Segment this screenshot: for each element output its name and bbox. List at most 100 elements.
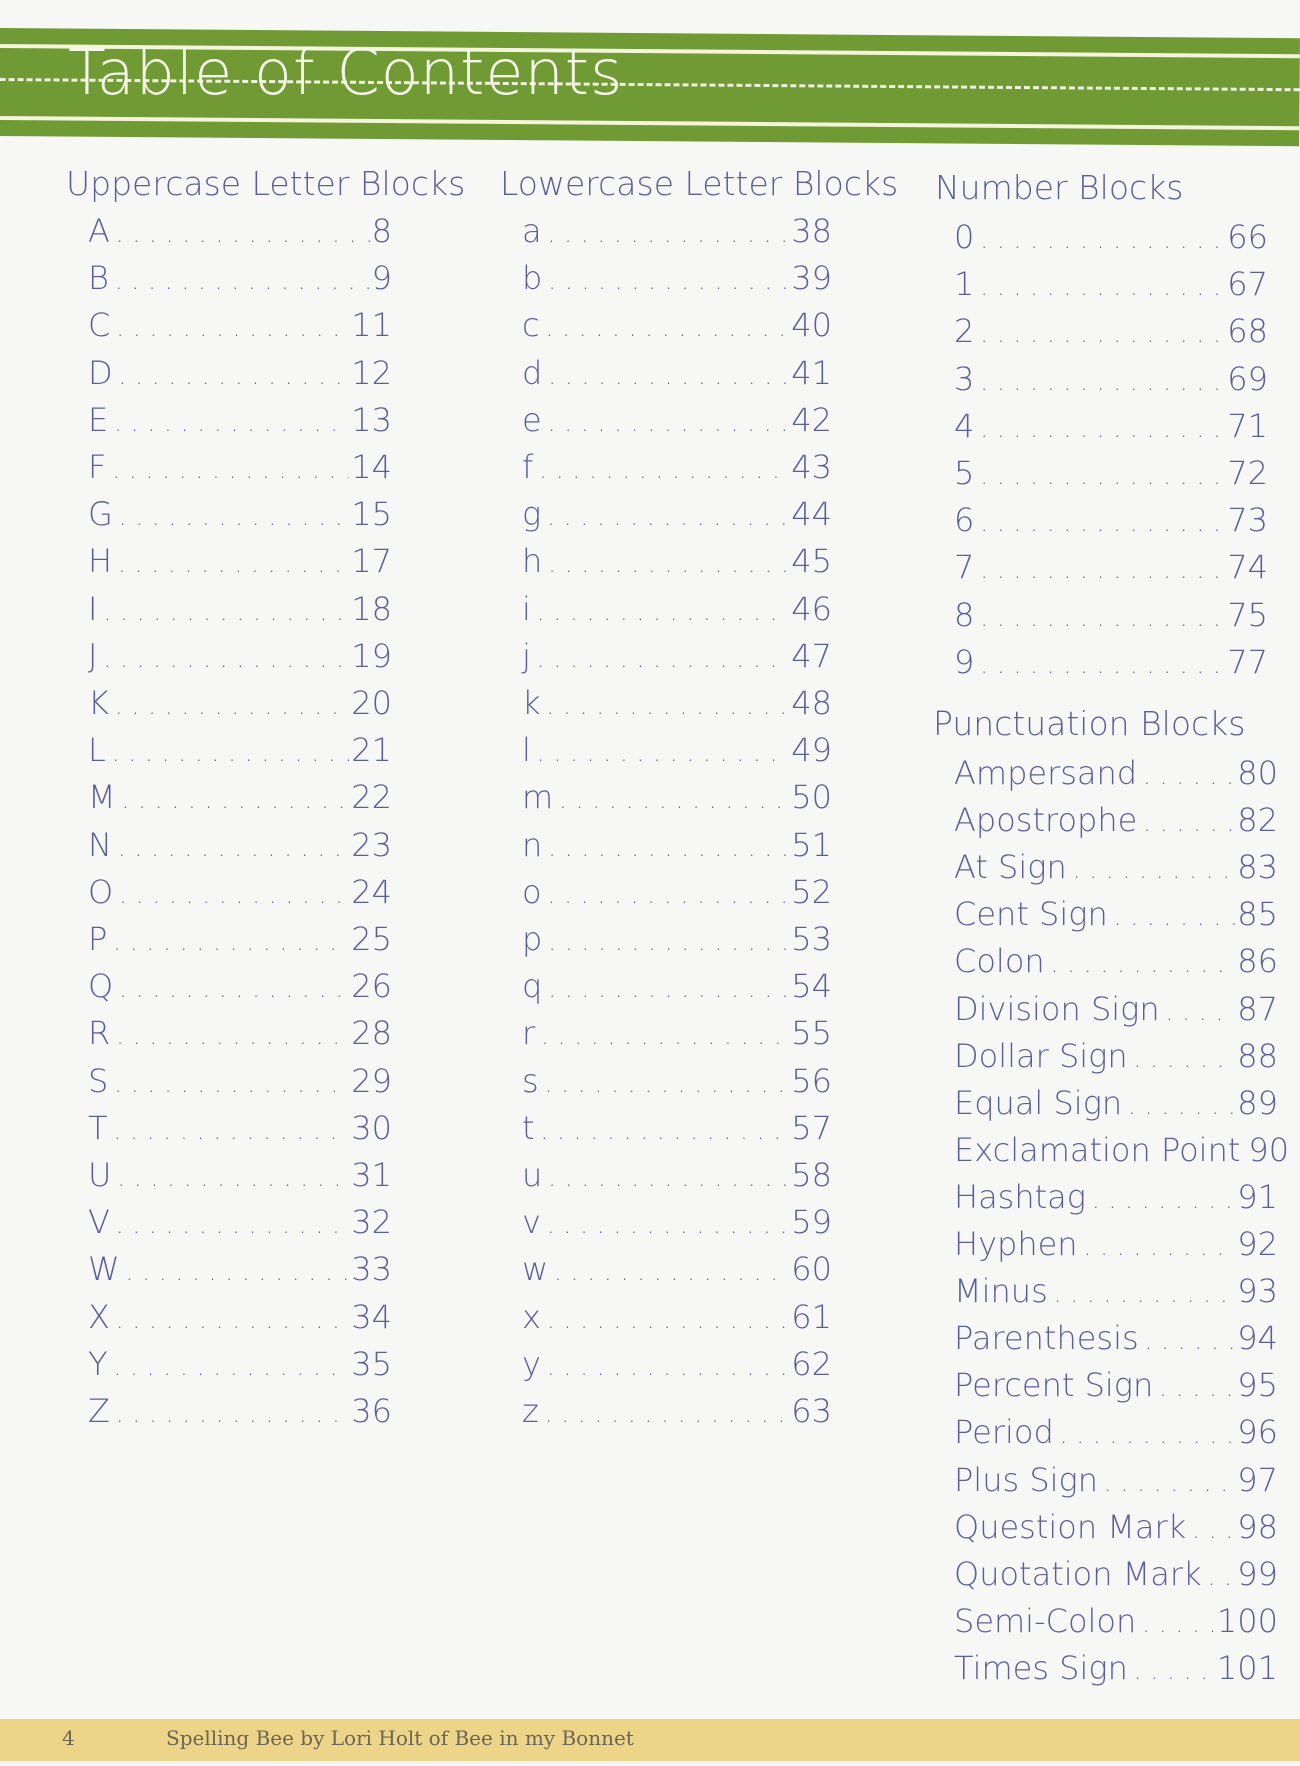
toc-entry[interactable]: Ampersand...............................…: [954, 754, 1278, 800]
toc-entry[interactable]: Division Sign...........................…: [954, 990, 1278, 1036]
toc-entry[interactable]: L.......................................…: [88, 731, 392, 777]
toc-entry[interactable]: c.......................................…: [522, 306, 832, 352]
toc-entry[interactable]: 3.......................................…: [954, 360, 1268, 406]
entry-page: 51: [791, 825, 832, 864]
leader-dots: ........................................…: [1133, 1656, 1215, 1685]
toc-entry[interactable]: 7.......................................…: [954, 548, 1268, 594]
toc-entry[interactable]: K.......................................…: [88, 684, 392, 730]
leader-dots: ........................................…: [548, 928, 790, 956]
toc-entry[interactable]: Q.......................................…: [88, 967, 392, 1013]
toc-entry[interactable]: v.......................................…: [522, 1203, 832, 1249]
toc-entry[interactable]: Y.......................................…: [88, 1345, 392, 1391]
entry-label: F: [88, 448, 107, 486]
toc-entry[interactable]: Question Mark...........................…: [954, 1508, 1278, 1554]
toc-entry[interactable]: A.......................................…: [88, 212, 392, 258]
toc-entry[interactable]: m.......................................…: [522, 778, 832, 824]
toc-entry[interactable]: j.......................................…: [522, 637, 832, 683]
toc-entry[interactable]: 8.......................................…: [954, 596, 1268, 642]
toc-entry[interactable]: u.......................................…: [522, 1156, 832, 1202]
toc-entry[interactable]: d.......................................…: [522, 354, 832, 400]
toc-entry[interactable]: Hashtag.................................…: [954, 1178, 1278, 1224]
leader-dots: ........................................…: [547, 880, 790, 909]
toc-entry[interactable]: R.......................................…: [88, 1014, 392, 1060]
toc-entry[interactable]: z.......................................…: [522, 1392, 832, 1438]
toc-entry[interactable]: 9.......................................…: [954, 643, 1268, 689]
toc-entry[interactable]: J.......................................…: [88, 637, 392, 683]
toc-entry[interactable]: Quotation Mark..........................…: [954, 1555, 1278, 1601]
toc-entry[interactable]: Dollar Sign.............................…: [954, 1037, 1278, 1083]
toc-entry[interactable]: M.......................................…: [88, 778, 392, 824]
toc-entry[interactable]: Exclamation Point.......................…: [954, 1131, 1289, 1177]
leader-dots: ........................................…: [547, 408, 790, 437]
toc-entry[interactable]: b.......................................…: [522, 259, 832, 305]
toc-entry[interactable]: T.......................................…: [88, 1109, 392, 1155]
toc-entry[interactable]: 5.......................................…: [954, 454, 1268, 500]
toc-entry[interactable]: p.......................................…: [522, 920, 832, 966]
toc-entry[interactable]: Cent Sign...............................…: [954, 895, 1278, 941]
toc-entry[interactable]: x.......................................…: [522, 1298, 832, 1344]
toc-entry[interactable]: Parenthesis.............................…: [954, 1319, 1278, 1365]
toc-entry[interactable]: Apostrophe..............................…: [954, 801, 1278, 847]
toc-entry[interactable]: 1.......................................…: [954, 265, 1268, 311]
toc-entry[interactable]: a.......................................…: [522, 212, 832, 258]
entry-page: 57: [791, 1108, 832, 1147]
uppercase-heading: Uppercase Letter Blocks: [66, 164, 466, 203]
toc-entry[interactable]: w.......................................…: [522, 1250, 832, 1296]
toc-entry[interactable]: N.......................................…: [88, 826, 392, 872]
toc-entry[interactable]: X.......................................…: [88, 1298, 392, 1344]
toc-entry[interactable]: G.......................................…: [88, 495, 392, 541]
entry-label: 7: [954, 548, 975, 587]
leader-dots: ........................................…: [125, 1258, 350, 1287]
toc-entry[interactable]: Colon...................................…: [954, 942, 1278, 988]
toc-entry[interactable]: S.......................................…: [88, 1062, 392, 1108]
toc-entry[interactable]: Times Sign..............................…: [954, 1649, 1278, 1695]
toc-entry[interactable]: H.......................................…: [88, 542, 392, 588]
toc-entry[interactable]: t.......................................…: [522, 1109, 832, 1155]
toc-entry[interactable]: B.......................................…: [88, 259, 392, 305]
toc-entry[interactable]: Equal Sign..............................…: [954, 1084, 1278, 1130]
toc-entry[interactable]: 0.......................................…: [954, 218, 1268, 264]
toc-entry[interactable]: Hyphen..................................…: [954, 1225, 1278, 1271]
leader-dots: ........................................…: [115, 1400, 350, 1428]
toc-entry[interactable]: Plus Sign...............................…: [954, 1461, 1278, 1507]
toc-entry[interactable]: y.......................................…: [522, 1345, 832, 1391]
entry-label: y: [522, 1344, 541, 1383]
toc-entry[interactable]: f.......................................…: [522, 448, 832, 494]
toc-entry[interactable]: h.......................................…: [522, 542, 832, 588]
toc-entry[interactable]: I.......................................…: [88, 590, 392, 636]
toc-entry[interactable]: q.......................................…: [522, 967, 832, 1013]
toc-entry[interactable]: g.......................................…: [522, 495, 832, 541]
toc-entry[interactable]: k.......................................…: [522, 684, 832, 730]
toc-entry[interactable]: U.......................................…: [88, 1156, 392, 1202]
toc-entry[interactable]: P.......................................…: [88, 920, 392, 966]
toc-entry[interactable]: 2.......................................…: [954, 312, 1268, 358]
toc-entry[interactable]: 6.......................................…: [954, 501, 1268, 547]
toc-entry[interactable]: i.......................................…: [522, 590, 832, 636]
entry-page: 20: [351, 684, 392, 722]
toc-entry[interactable]: l.......................................…: [522, 731, 832, 777]
leader-dots: ........................................…: [980, 556, 1226, 585]
toc-entry[interactable]: s.......................................…: [522, 1062, 832, 1108]
entry-page: 98: [1237, 1507, 1278, 1546]
toc-entry[interactable]: Period..................................…: [954, 1413, 1278, 1459]
toc-entry[interactable]: o.......................................…: [522, 873, 832, 919]
toc-entry[interactable]: e.......................................…: [522, 401, 832, 447]
toc-entry[interactable]: Z.......................................…: [88, 1392, 392, 1438]
toc-entry[interactable]: E.......................................…: [88, 401, 392, 447]
toc-entry[interactable]: F.......................................…: [88, 448, 392, 494]
toc-entry[interactable]: V.......................................…: [88, 1203, 392, 1249]
toc-entry[interactable]: 4.......................................…: [954, 407, 1268, 453]
toc-entry[interactable]: D.......................................…: [88, 354, 392, 400]
toc-entry[interactable]: n.......................................…: [522, 826, 832, 872]
leader-dots: ........................................…: [1192, 1515, 1235, 1544]
toc-entry[interactable]: O.......................................…: [88, 873, 392, 919]
leader-dots: ........................................…: [980, 273, 1226, 302]
toc-entry[interactable]: Percent Sign............................…: [954, 1366, 1278, 1412]
toc-entry[interactable]: At Sign.................................…: [954, 848, 1278, 894]
toc-entry[interactable]: Semi-Colon..............................…: [954, 1602, 1278, 1648]
entry-page: 66: [1227, 218, 1268, 256]
toc-entry[interactable]: Minus...................................…: [954, 1272, 1278, 1318]
toc-entry[interactable]: W.......................................…: [88, 1250, 392, 1296]
toc-entry[interactable]: C.......................................…: [88, 306, 392, 352]
toc-entry[interactable]: r.......................................…: [522, 1014, 832, 1060]
